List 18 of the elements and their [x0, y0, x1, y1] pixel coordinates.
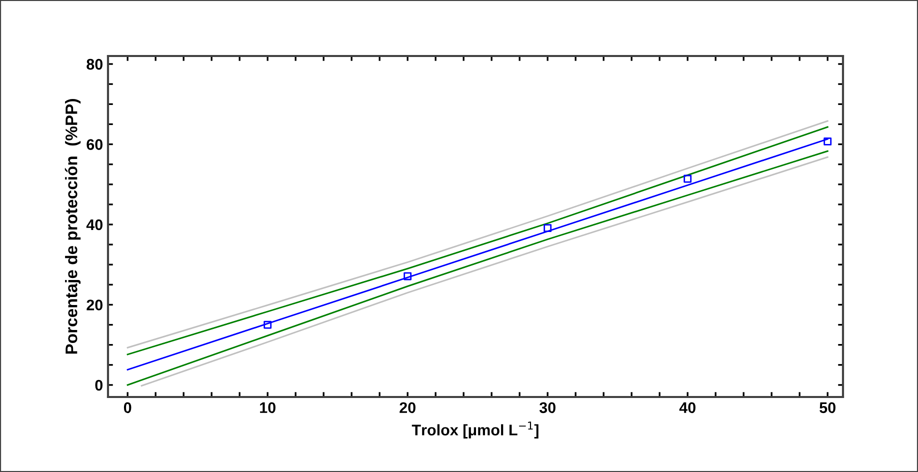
- x-tick-label: 30: [539, 402, 556, 414]
- point: [684, 174, 692, 183]
- x-tick-label: 0: [124, 402, 132, 414]
- point: [264, 320, 272, 329]
- point: [544, 224, 552, 232]
- y-tick-label: 60: [86, 139, 103, 150]
- x-tick-label: 40: [679, 402, 696, 414]
- y-tick-label: 20: [86, 300, 103, 310]
- x-tick-label: 10: [260, 402, 276, 414]
- y-tick-label: 80: [86, 58, 103, 70]
- y-tick-label: 40: [86, 219, 103, 230]
- y-tick-label: 0: [95, 380, 103, 391]
- x-tick-label: 20: [400, 402, 416, 414]
- y-axis-title: Porcentaje de protección (%PP): [64, 99, 81, 354]
- point: [824, 138, 832, 146]
- point: [404, 272, 412, 280]
- x-tick-label: 50: [820, 402, 836, 414]
- x-axis-title: Trolox [μmol L$^{−1}$]: [412, 422, 538, 438]
